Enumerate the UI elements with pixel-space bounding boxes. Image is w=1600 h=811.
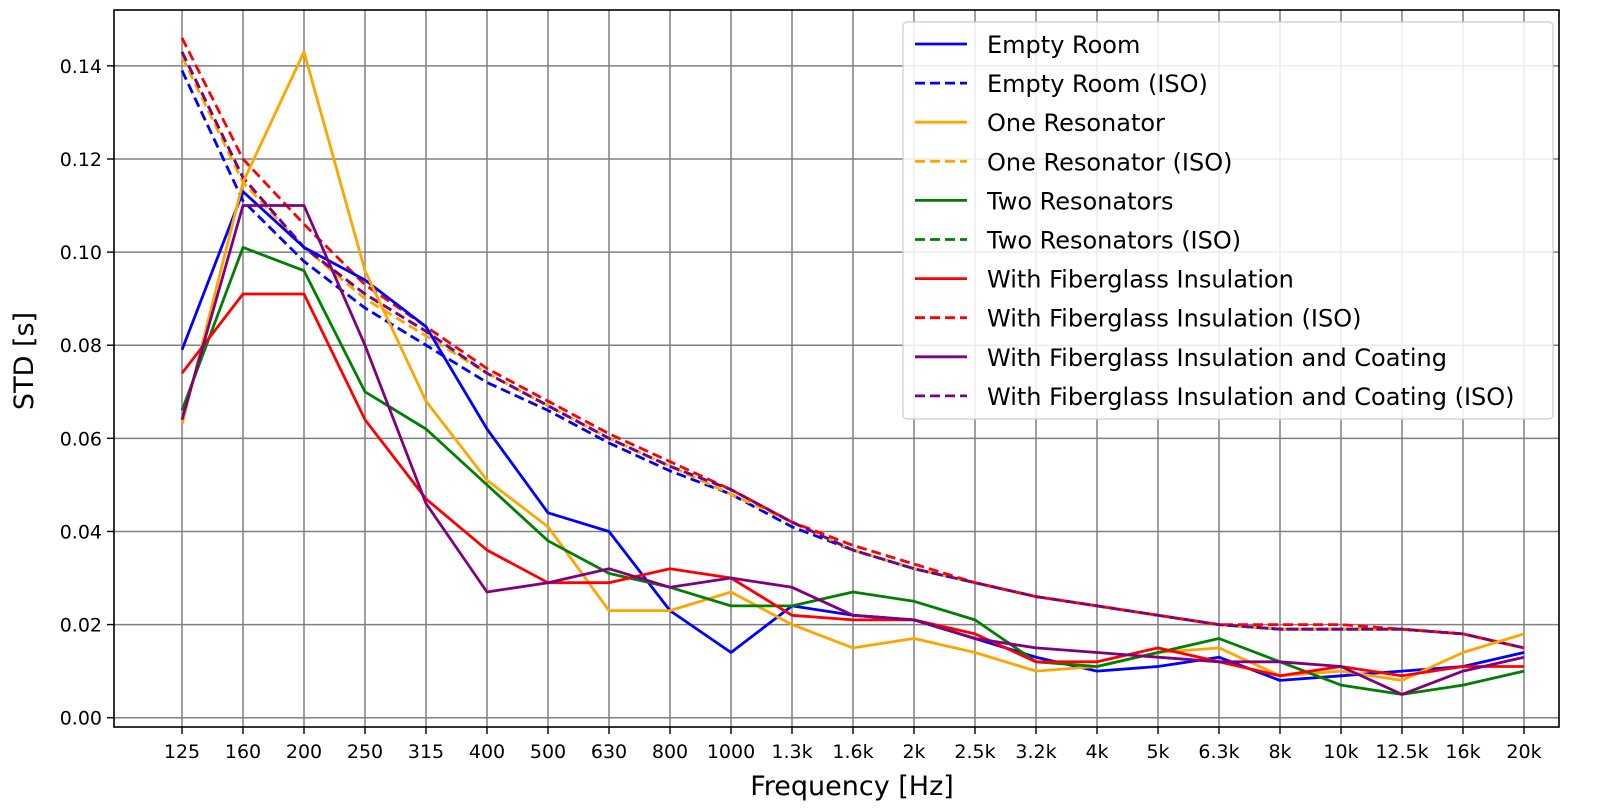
series-lines — [180, 37, 1525, 696]
x-tick-label: 125 — [164, 741, 200, 763]
x-tick-label: 10k — [1323, 741, 1358, 763]
legend-label: One Resonator — [987, 109, 1165, 137]
x-tick-label: 1.6k — [832, 741, 873, 763]
x-tick-label: 8k — [1268, 741, 1291, 763]
x-tick-label: 5k — [1146, 741, 1169, 763]
y-axis-ticks: 0.00 0.02 0.04 0.06 0.08 0.10 0.12 0.14 — [60, 56, 114, 730]
legend-label: With Fiberglass Insulation and Coating — [987, 344, 1447, 372]
series-line-5 — [180, 245, 1525, 696]
legend: Empty Room Empty Room (ISO) One Resonator O… — [902, 21, 1554, 420]
plot-frame — [113, 9, 1560, 728]
x-axis-title: Frequency [Hz] — [750, 771, 954, 802]
x-tick-label: 3.2k — [1015, 741, 1056, 763]
y-axis-title: STD [s] — [9, 312, 40, 410]
legend-label: With Fiberglass Insulation and Coating (… — [987, 383, 1515, 411]
x-tick-label: 800 — [652, 741, 688, 763]
x-tick-label: 2.5k — [954, 741, 995, 763]
y-tick-label: 0.00 — [60, 708, 102, 730]
legend-label: With Fiberglass Insulation — [987, 266, 1294, 294]
series-line-3 — [180, 50, 1525, 682]
x-tick-label: 500 — [530, 741, 566, 763]
x-tick-label: 630 — [591, 741, 627, 763]
x-tick-label: 1.3k — [771, 741, 812, 763]
x-tick-label: 16k — [1445, 741, 1480, 763]
x-tick-label: 1000 — [707, 741, 755, 763]
series-line-10 — [180, 51, 1525, 650]
series-line-7 — [180, 292, 1524, 678]
y-tick-label: 0.10 — [60, 242, 102, 264]
x-tick-label: 12.5k — [1375, 741, 1428, 763]
series-line-9 — [180, 204, 1525, 696]
y-tick-label: 0.04 — [60, 521, 102, 543]
y-tick-label: 0.08 — [60, 335, 102, 357]
legend-label: Empty Room (ISO) — [987, 70, 1208, 98]
y-tick-label: 0.06 — [60, 428, 102, 450]
x-tick-label: 6.3k — [1198, 741, 1239, 763]
x-tick-label: 200 — [286, 741, 322, 763]
x-tick-label: 315 — [408, 741, 444, 763]
legend-label: Two Resonators (ISO) — [986, 227, 1241, 255]
x-tick-label: 400 — [469, 741, 505, 763]
x-tick-label: 160 — [225, 741, 261, 763]
x-tick-label: 2k — [902, 741, 925, 763]
legend-box — [902, 21, 1554, 420]
legend-label: Two Resonators — [986, 187, 1174, 215]
legend-label: With Fiberglass Insulation (ISO) — [987, 305, 1361, 333]
y-tick-label: 0.02 — [60, 615, 102, 637]
y-tick-label: 0.12 — [60, 149, 102, 171]
legend-label: Empty Room — [987, 31, 1140, 59]
x-tick-label: 20k — [1506, 741, 1541, 763]
x-tick-label: 4k — [1085, 741, 1108, 763]
x-tick-label: 250 — [347, 741, 383, 763]
y-tick-label: 0.14 — [60, 56, 102, 78]
x-axis-ticks: 125 160 200 250 315 400 500 630 800 1000 1.3k 1.6k 2… — [164, 727, 1542, 763]
legend-label: One Resonator (ISO) — [987, 148, 1232, 176]
